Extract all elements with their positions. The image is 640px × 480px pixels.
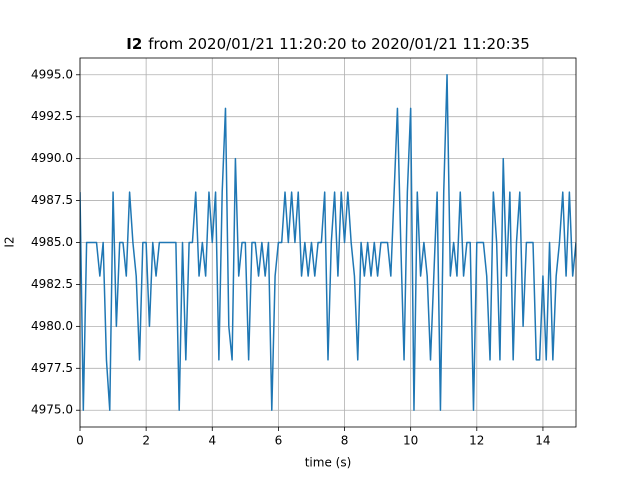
data-line (80, 74, 576, 411)
chart-title: I2 from 2020/01/21 11:20:20 to 2020/01/21… (126, 35, 529, 53)
x-tick-label: 10 (403, 434, 418, 448)
x-tick-label: 6 (275, 434, 283, 448)
y-axis-label: I2 (3, 236, 17, 247)
y-tick-label: 4990.0 (31, 151, 73, 165)
y-tick-label: 4985.0 (31, 235, 73, 249)
y-tick-label: 4992.5 (31, 109, 73, 123)
y-tick-label: 4980.0 (31, 319, 73, 333)
y-tick-label: 4987.5 (31, 193, 73, 207)
y-tick-label: 4982.5 (31, 277, 73, 291)
plot-frame (79, 57, 577, 428)
x-tick-label: 4 (208, 434, 216, 448)
title-bold: I2 (126, 35, 142, 53)
x-tick-label: 8 (341, 434, 349, 448)
y-tick-label: 4977.5 (31, 361, 73, 375)
title-rest: from 2020/01/21 11:20:20 to 2020/01/21 1… (148, 35, 529, 53)
y-tick-label: 4995.0 (31, 67, 73, 81)
x-tick-label: 12 (469, 434, 484, 448)
y-tick-label: 4975.0 (31, 403, 73, 417)
x-tick-label: 0 (76, 434, 84, 448)
x-tick-label: 2 (142, 434, 150, 448)
x-tick-label: 14 (535, 434, 550, 448)
x-axis-label: time (s) (305, 456, 352, 470)
